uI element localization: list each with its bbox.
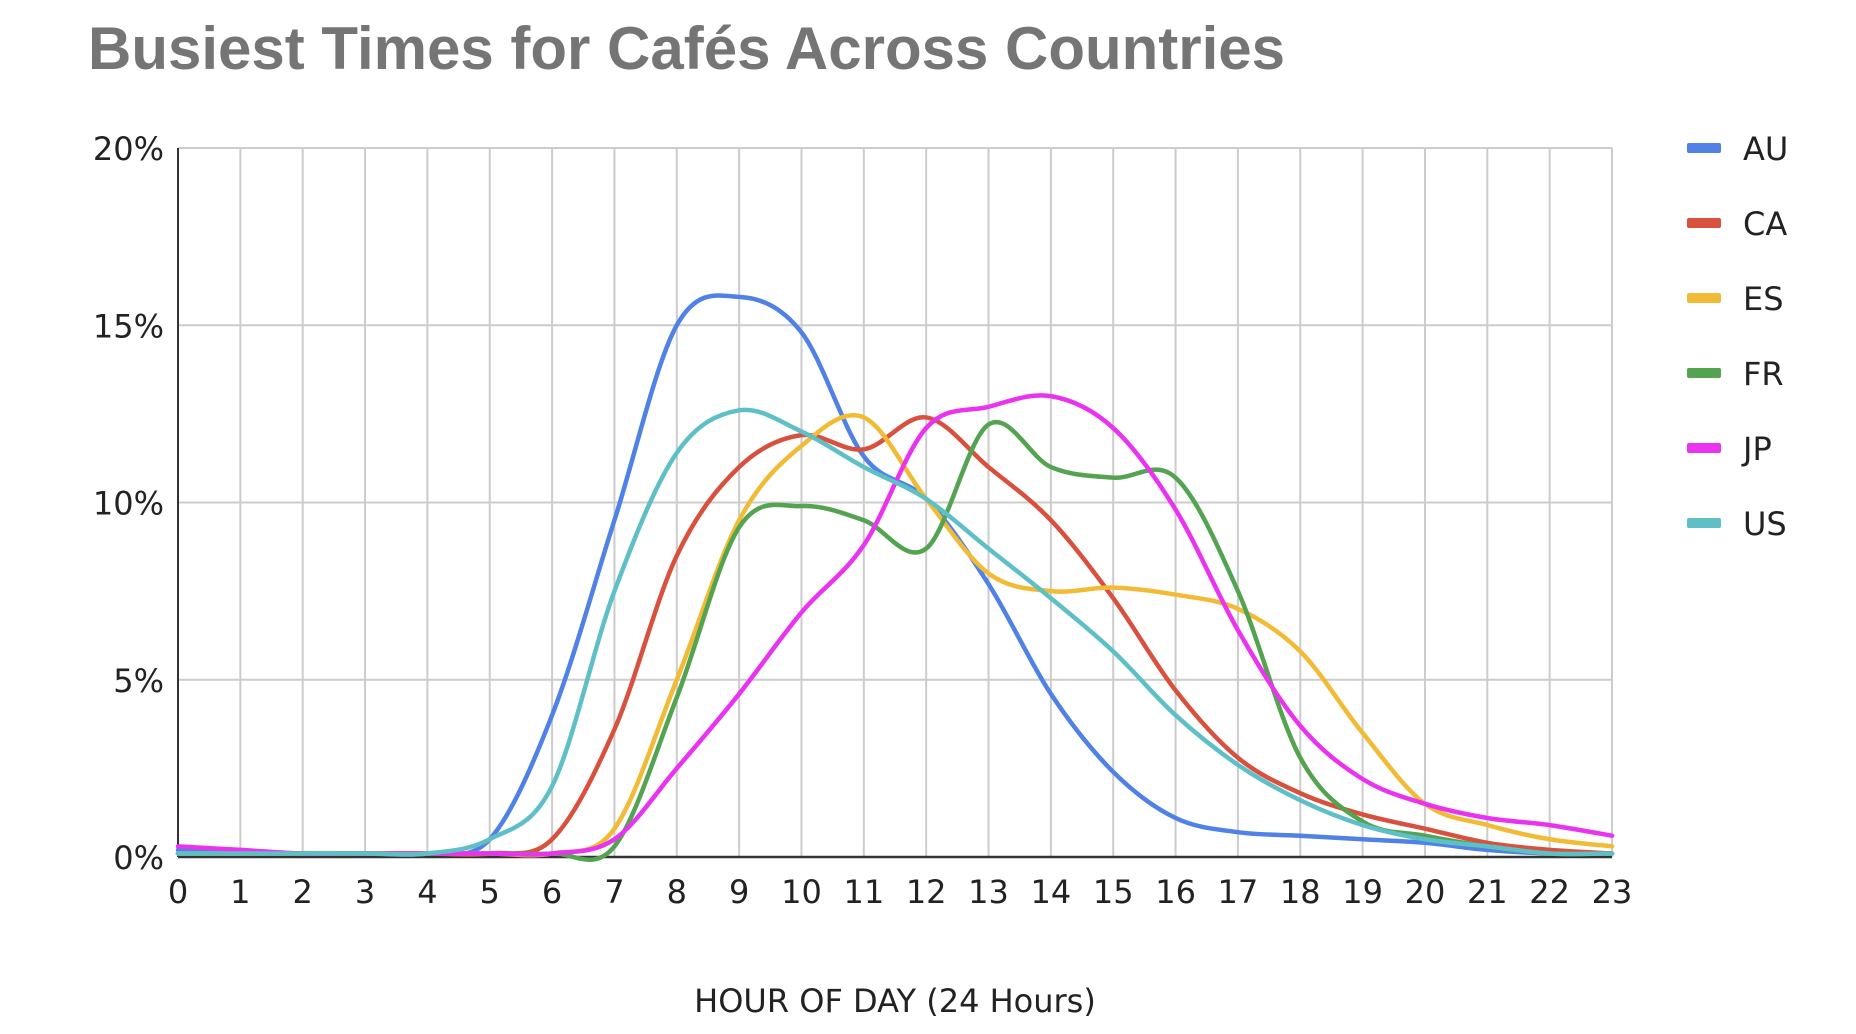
x-tick-label: 17 [1218,873,1259,911]
x-tick-label: 4 [417,873,437,911]
x-tick-label: 0 [168,873,188,911]
x-tick-label: 6 [542,873,562,911]
y-tick-label: 15% [93,307,164,345]
x-tick-label: 9 [729,873,749,911]
x-tick-label: 16 [1155,873,1196,911]
legend: AU CA ES FR JP US [1687,130,1788,543]
x-tick-label: 5 [480,873,500,911]
legend-swatch-fr [1687,368,1721,378]
x-tick-label: 23 [1592,873,1633,911]
legend-swatch-au [1687,143,1721,153]
legend-label-jp: JP [1741,430,1772,468]
series-lines [175,293,1615,862]
chart-title: Busiest Times for Cafés Across Countries [88,15,1286,82]
legend-label-us: US [1743,505,1787,543]
x-tick-label: 1 [230,873,250,911]
x-tick-label: 22 [1529,873,1570,911]
y-tick-label: 5% [113,662,164,700]
y-tick-labels: 0% 5% 10% 15% 20% [93,130,164,877]
gridlines [178,147,1613,857]
x-tick-label: 2 [293,873,313,911]
x-tick-labels: 0 1 2 3 4 5 6 7 8 9 10 11 12 13 14 15 16 17 18 19 20 21 22 23 [168,873,1633,911]
x-tick-label: 21 [1467,873,1508,911]
legend-label-au: AU [1743,130,1788,168]
series-line-jp [175,393,1615,857]
legend-label-ca: CA [1743,205,1787,243]
x-tick-label: 20 [1405,873,1446,911]
axes [177,148,1612,859]
series-line-au [175,293,1615,857]
x-tick-label: 11 [843,873,884,911]
x-tick-label: 13 [968,873,1009,911]
y-tick-label: 10% [93,485,164,523]
x-tick-label: 14 [1031,873,1072,911]
x-tick-label: 8 [667,873,687,911]
y-tick-label: 20% [93,130,164,168]
x-tick-label: 7 [604,873,624,911]
x-tick-label: 10 [781,873,822,911]
legend-swatch-jp [1687,443,1721,453]
legend-swatch-es [1687,293,1721,303]
x-tick-label: 3 [355,873,375,911]
legend-label-es: ES [1743,280,1784,318]
x-tick-label: 15 [1093,873,1134,911]
legend-swatch-us [1687,518,1721,528]
x-tick-label: 19 [1342,873,1383,911]
legend-swatch-ca [1687,218,1721,228]
x-axis-title: HOUR OF DAY (24 Hours) [694,982,1096,1020]
legend-label-fr: FR [1743,355,1784,393]
x-tick-label: 12 [906,873,947,911]
x-tick-label: 18 [1280,873,1321,911]
series-line-us [175,407,1615,857]
y-tick-label: 0% [113,839,164,877]
